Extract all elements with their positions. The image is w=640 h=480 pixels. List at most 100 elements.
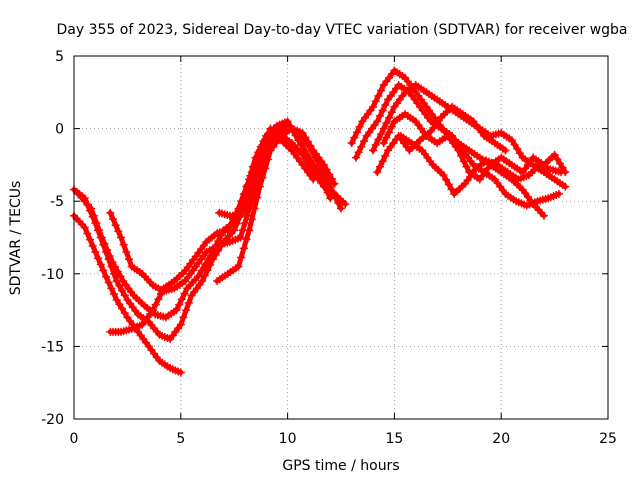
data-point [381,101,390,110]
data-point [247,168,256,177]
data-point [197,266,206,275]
data-point [515,149,524,158]
data-point [306,163,315,172]
data-point [120,309,129,318]
data-point [501,146,510,155]
data-point [193,272,202,281]
data-point [250,160,259,169]
data-point [95,226,104,235]
data-point [92,218,101,227]
data-point [107,284,116,293]
data-point [255,146,264,155]
data-point [439,171,448,180]
data-point [261,135,270,144]
data-point [242,182,251,191]
y-tick-label: -10 [41,267,64,283]
data-point [378,157,387,166]
x-tick-label: 25 [599,431,617,447]
data-point [87,204,96,213]
data-point [252,179,261,188]
data-point [104,278,113,287]
data-point [337,204,345,213]
data-point [303,159,312,168]
data-point [553,155,562,164]
data-point [298,128,307,137]
data-point [83,229,92,238]
series-track-6 [213,131,350,286]
x-tick-label: 15 [385,431,403,447]
data-point [112,295,121,304]
data-point [459,157,468,166]
data-point [149,306,158,315]
data-point [102,272,111,281]
data-point [374,135,383,144]
data-point [182,306,191,315]
data-point [105,252,114,261]
x-axis-label: GPS time / hours [282,458,399,474]
y-tick-label: 5 [55,49,64,65]
data-point [387,122,396,131]
data-point [306,142,315,151]
data-point [118,286,127,295]
data-point [296,140,305,149]
data-point [371,97,380,106]
data-point [322,165,331,174]
data-point [110,290,119,299]
x-tick-label: 10 [279,431,297,447]
data-point [385,113,394,122]
x-tick-label: 5 [176,431,185,447]
data-point [176,368,185,377]
data-point [236,233,245,242]
data-point [125,255,134,264]
data-point [265,139,274,148]
data-point [255,169,264,178]
data-point [89,211,98,220]
data-point [114,227,123,236]
data-point [301,133,310,142]
x-tick-label: 20 [492,431,510,447]
data-point [172,306,181,315]
data-point [377,130,386,139]
data-point [247,197,256,206]
data-point [258,140,267,149]
data-point [205,254,214,263]
data-point [325,170,334,179]
data-point [116,233,125,242]
data-point [357,142,366,151]
data-point [96,260,105,269]
data-point [115,281,124,290]
data-point [375,111,384,120]
data-point [379,139,388,148]
data-point [457,151,466,160]
data-point [539,211,548,220]
data-point [319,160,328,169]
y-tick-label: 0 [55,122,64,138]
data-point [154,295,163,304]
data-point [377,86,386,95]
data-point [462,162,471,171]
plot-frame [73,55,609,420]
data-point [381,151,390,160]
series-track-2 [74,117,335,322]
data-point [115,300,124,309]
data-point [151,300,160,309]
data-point [119,240,128,249]
data-point [268,131,277,140]
data-point [108,214,117,223]
data-point [111,262,120,271]
data-point [554,189,563,198]
series-track-13 [396,131,566,198]
data-point [80,223,89,232]
data-point [239,189,248,198]
data-point [326,194,335,203]
data-point [122,248,131,257]
data-point [118,304,127,313]
data-point [379,124,388,133]
data-point [513,144,522,153]
data-point [355,122,364,131]
data-point [260,153,269,162]
y-axis-label: SDTVAR / TECUs [8,181,24,296]
data-point [557,168,566,177]
data-point [327,175,336,184]
